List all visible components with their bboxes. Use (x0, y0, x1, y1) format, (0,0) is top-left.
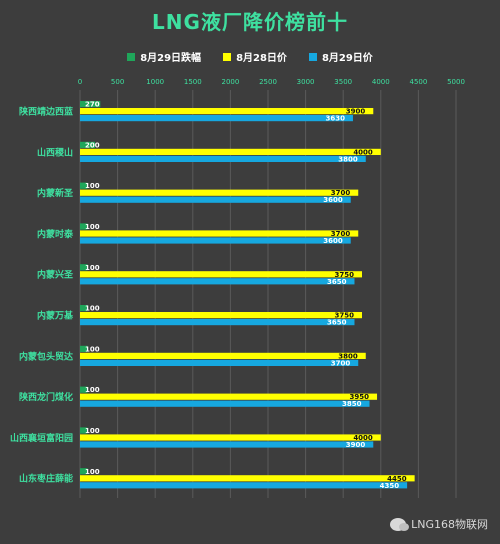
bar-series-2 (80, 400, 370, 407)
legend-swatch-series-2 (308, 52, 317, 61)
category-label: 山西襄垣富阳园 (10, 432, 73, 444)
bar-series-0 (80, 101, 101, 108)
bar-series-0 (80, 468, 88, 475)
watermark-text: LNG168物联网 (411, 518, 488, 531)
legend-item-series-1: 8月28日价 (223, 49, 287, 64)
bar-series-0 (80, 305, 88, 312)
category-label: 陕西龙门煤化 (19, 391, 73, 403)
x-tick-label: 2000 (221, 78, 239, 86)
bar-series-1 (80, 434, 381, 441)
chart-legend: 8月29日跌幅 8月28日价 8月29日价 (0, 49, 500, 64)
bar-series-1 (80, 271, 362, 278)
data-label-series-0: 100 (85, 468, 100, 476)
data-label-series-2: 3650 (327, 278, 347, 286)
bar-series-2 (80, 278, 355, 285)
legend-label-series-1: 8月28日价 (236, 53, 287, 64)
x-tick-label: 4000 (372, 78, 390, 86)
bar-series-2 (80, 319, 355, 326)
x-tick-label: 3000 (297, 78, 315, 86)
bar-series-1 (80, 475, 415, 482)
data-label-series-0: 100 (85, 223, 100, 231)
data-label-series-0: 100 (85, 305, 100, 313)
legend-label-series-2: 8月29日价 (321, 53, 373, 64)
x-tick-label: 1500 (184, 78, 202, 86)
category-label: 内蒙新圣 (37, 187, 74, 199)
data-label-series-1: 3800 (338, 352, 358, 360)
data-label-series-1: 4450 (387, 475, 407, 483)
data-label-series-2: 3650 (327, 319, 347, 327)
x-tick-label: 3500 (334, 78, 352, 86)
bar-series-2 (80, 237, 351, 244)
category-label: 内蒙兴圣 (37, 269, 74, 281)
category-label: 陕西靖边西蓝 (19, 106, 73, 118)
bar-series-0 (80, 141, 96, 148)
x-tick-label: 1000 (146, 78, 164, 86)
data-label-series-1: 3900 (346, 108, 366, 116)
legend-item-series-2: 8月29日价 (308, 49, 373, 64)
legend-label-series-0: 8月29日跌幅 (140, 53, 202, 64)
bar-series-2 (80, 196, 351, 203)
data-label-series-1: 4000 (353, 148, 373, 156)
data-label-series-1: 4000 (353, 434, 373, 442)
bar-series-1 (80, 148, 381, 155)
chart-title: LNG液厂降价榜前十 (152, 10, 348, 34)
bar-series-2 (80, 441, 374, 448)
category-label: 内蒙时泰 (37, 228, 74, 240)
bar-series-2 (80, 482, 408, 489)
data-label-series-2: 3630 (325, 115, 345, 123)
bar-series-1 (80, 189, 359, 196)
bar-series-1 (80, 230, 359, 237)
wechat-icon (390, 517, 410, 531)
legend-item-series-0: 8月29日跌幅 (127, 49, 201, 64)
category-label: 内蒙万基 (37, 310, 74, 322)
bar-series-1 (80, 393, 378, 400)
bar-series-2 (80, 359, 359, 366)
x-tick-label: 4500 (409, 78, 427, 86)
category-label: 内蒙包头贸达 (19, 350, 73, 362)
bar-series-0 (80, 264, 88, 271)
bar-series-2 (80, 155, 366, 162)
data-label-series-2: 3600 (323, 237, 343, 245)
legend-swatch-series-0 (127, 52, 136, 61)
category-label: 山东枣庄薛能 (19, 473, 73, 485)
category-label: 山西稷山 (37, 146, 73, 158)
data-label-series-2: 3600 (323, 196, 343, 204)
x-tick-label: 500 (111, 78, 124, 86)
data-label-series-0: 100 (85, 386, 100, 394)
bar-series-0 (80, 386, 88, 393)
data-label-series-1: 3700 (331, 230, 351, 238)
x-tick-label: 0 (78, 78, 82, 86)
data-label-series-0: 100 (85, 182, 100, 190)
data-label-series-2: 3700 (331, 359, 351, 367)
data-label-series-2: 3850 (342, 400, 362, 408)
x-tick-label: 2500 (259, 78, 277, 86)
data-label-series-1: 3700 (331, 189, 351, 197)
data-label-series-2: 4350 (380, 482, 400, 490)
bar-series-1 (80, 108, 374, 115)
data-label-series-1: 3750 (335, 271, 355, 279)
data-label-series-1: 3750 (335, 312, 355, 320)
legend-swatch-series-1 (223, 52, 232, 61)
bar-series-0 (80, 427, 88, 434)
data-label-series-0: 200 (85, 141, 100, 149)
bar-series-2 (80, 115, 353, 122)
bar-series-0 (80, 182, 88, 189)
data-label-series-0: 270 (85, 101, 100, 109)
data-label-series-1: 3950 (350, 393, 370, 401)
bar-series-0 (80, 223, 88, 230)
data-label-series-0: 100 (85, 264, 100, 272)
data-label-series-2: 3900 (346, 441, 366, 449)
data-label-series-2: 3800 (338, 155, 358, 163)
data-label-series-0: 100 (85, 427, 100, 435)
watermark: LNG168物联网 (390, 516, 488, 532)
bar-series-0 (80, 345, 88, 352)
bar-series-1 (80, 352, 366, 359)
x-tick-label: 5000 (447, 78, 465, 86)
bar-series-1 (80, 312, 362, 319)
data-label-series-0: 100 (85, 345, 100, 353)
